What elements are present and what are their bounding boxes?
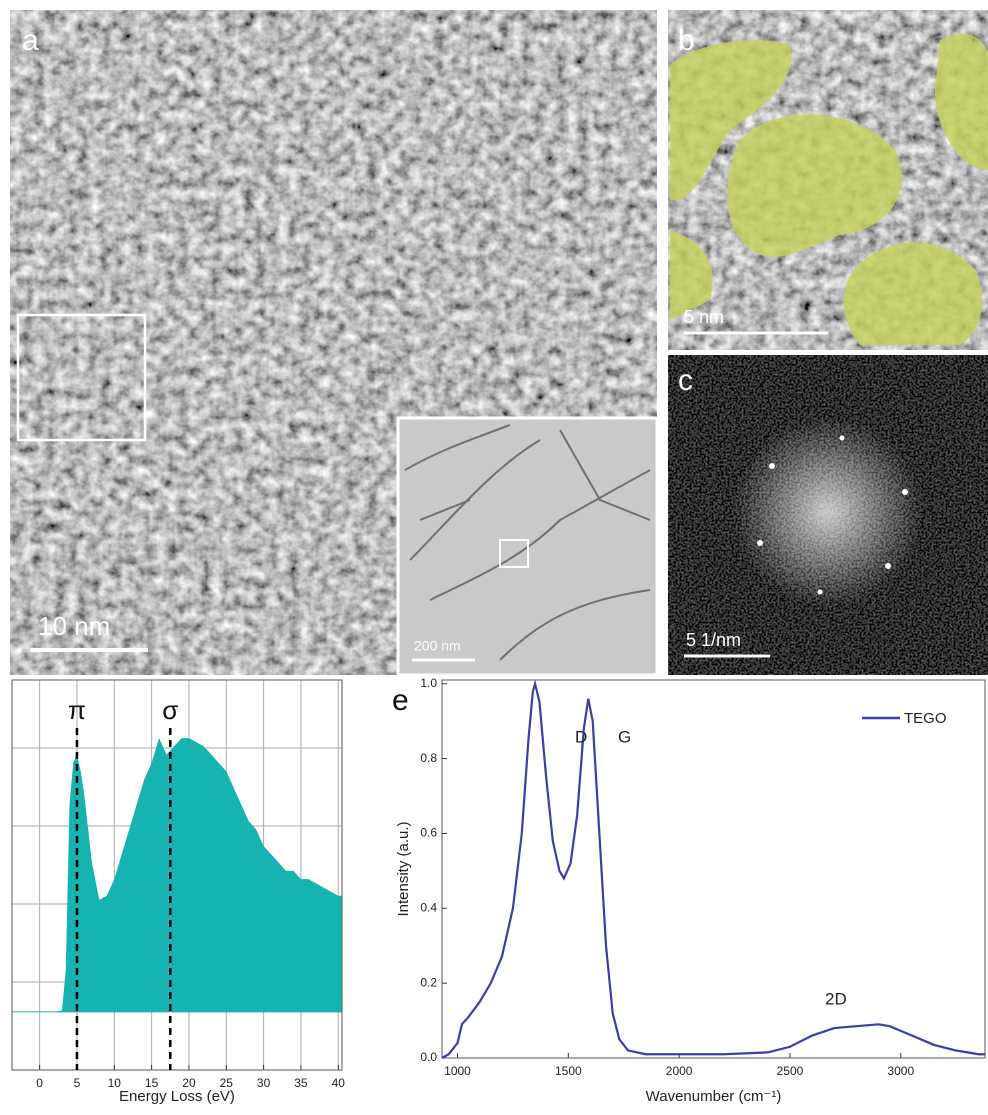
legend-label: TEGO	[904, 710, 947, 727]
x-tick-label: 40	[332, 1076, 346, 1090]
panel-b: 5 nm b	[668, 10, 988, 350]
scale-text: 5 nm	[684, 307, 724, 327]
panel-label: e	[392, 684, 409, 717]
annotation: 2D	[825, 989, 847, 1008]
x-tick-label: 2000	[666, 1064, 693, 1078]
panel-label: a	[22, 24, 39, 57]
x-axis-label: Wavenumber (cm⁻¹)	[646, 1088, 782, 1105]
x-tick-label: 1500	[555, 1064, 582, 1078]
panel-c: 5 1/nm c	[668, 355, 988, 675]
figure: 200 nm 10 nm a 5 nm b 5 1/nm c d e 05101…	[0, 0, 988, 1115]
panel-label: c	[678, 364, 693, 397]
x-tick-label: 5	[74, 1076, 81, 1090]
panel-a: 200 nm 10 nm a	[10, 10, 657, 675]
x-tick-label: 2500	[777, 1064, 804, 1078]
annotation: G	[618, 727, 631, 746]
y-tick-label: 1.0	[420, 676, 437, 690]
annotation: D	[575, 727, 587, 746]
panel-label: b	[678, 24, 695, 57]
scale-text: 10 nm	[38, 611, 110, 641]
y-tick-label: 0.4	[420, 900, 437, 914]
x-tick-label: 35	[294, 1076, 308, 1090]
y-tick-label: 0.6	[420, 826, 437, 840]
x-tick-label: 0	[36, 1076, 43, 1090]
y-axis-label: Intensity (a.u.)	[395, 821, 412, 916]
x-tick-label: 3000	[887, 1064, 914, 1078]
y-tick-label: 0.8	[420, 751, 437, 765]
annotation: σ	[162, 695, 178, 725]
scale-text: 5 1/nm	[686, 630, 741, 650]
y-tick-label: 0.2	[420, 975, 437, 989]
x-tick-label: 30	[257, 1076, 271, 1090]
fft-center	[733, 417, 923, 607]
annotation: π	[68, 695, 86, 725]
x-axis-label: Energy Loss (eV)	[119, 1088, 235, 1105]
plot-area	[442, 680, 985, 1058]
x-tick-label: 1000	[444, 1064, 471, 1078]
y-tick-label: 0.0	[420, 1050, 437, 1064]
scale-text: 200 nm	[414, 638, 461, 654]
